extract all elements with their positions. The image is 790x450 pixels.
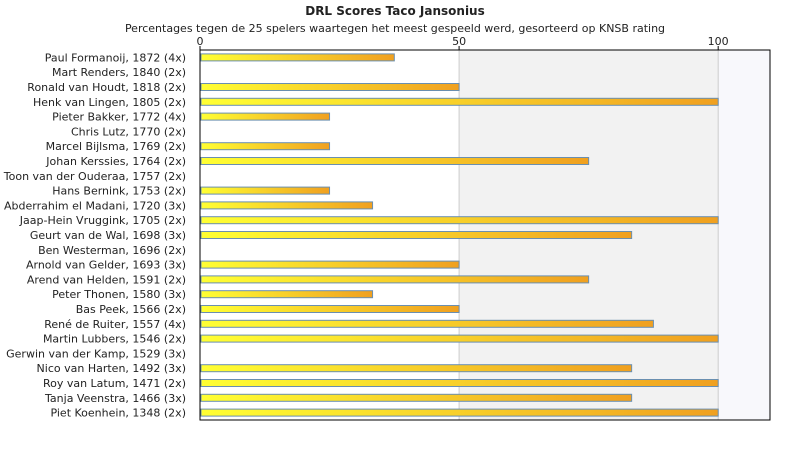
category-label-19: René de Ruiter, 1557 (4x) <box>44 318 186 331</box>
category-label-13: Geurt van de Wal, 1698 (3x) <box>30 229 186 242</box>
category-label-2: Mart Renders, 1840 (2x) <box>52 66 186 79</box>
bar-1 <box>200 53 395 62</box>
plot-band-100-max <box>718 50 770 420</box>
x-tick-label-100: 100 <box>708 35 729 48</box>
bar-13 <box>200 231 633 239</box>
bar-3 <box>200 83 460 91</box>
category-label-21: Gerwin van der Kamp, 1529 (3x) <box>6 347 186 360</box>
category-label-8: Johan Kerssies, 1764 (2x) <box>45 155 186 168</box>
bar-12 <box>200 216 719 225</box>
category-label-24: Tanja Veenstra, 1466 (3x) <box>44 392 186 405</box>
bar-11 <box>200 201 374 210</box>
bar-18 <box>200 305 460 313</box>
category-label-10: Hans Bernink, 1753 (2x) <box>52 185 186 198</box>
category-label-22: Nico van Harten, 1492 (3x) <box>37 362 186 375</box>
chart-title: DRL Scores Taco Jansonius <box>305 4 485 18</box>
bar-8 <box>200 157 590 165</box>
bar-16 <box>200 275 590 284</box>
category-label-5: Pieter Bakker, 1772 (4x) <box>52 111 186 124</box>
category-label-12: Jaap-Hein Vruggink, 1705 (2x) <box>19 214 186 227</box>
category-label-16: Arend van Helden, 1591 (2x) <box>27 273 186 286</box>
bar-17 <box>200 290 374 299</box>
category-label-4: Henk van Lingen, 1805 (2x) <box>33 96 186 109</box>
category-label-15: Arnold van Gelder, 1693 (3x) <box>26 259 186 272</box>
bar-5 <box>200 112 331 121</box>
category-label-25: Piet Koenhein, 1348 (2x) <box>50 407 186 420</box>
bar-20 <box>200 334 719 343</box>
bar-19 <box>200 319 654 328</box>
chart-subtitle: Percentages tegen de 25 spelers waartege… <box>124 22 666 35</box>
x-tick-label-50: 50 <box>452 35 466 48</box>
bar-4 <box>200 97 719 106</box>
bar-24 <box>200 393 633 402</box>
bar-15 <box>200 260 460 269</box>
category-label-6: Chris Lutz, 1770 (2x) <box>71 125 186 138</box>
category-label-18: Bas Peek, 1566 (2x) <box>76 303 186 316</box>
category-label-23: Roy van Latum, 1471 (2x) <box>43 377 186 390</box>
bar-23 <box>200 379 719 387</box>
category-label-11: Abderrahim el Madani, 1720 (3x) <box>4 199 186 212</box>
category-label-17: Peter Thonen, 1580 (3x) <box>52 288 186 301</box>
bar-22 <box>200 364 633 373</box>
bar-10 <box>200 186 331 195</box>
bar-25 <box>200 408 719 417</box>
category-label-9: Toon van der Ouderaa, 1757 (2x) <box>3 170 186 183</box>
category-label-20: Martin Lubbers, 1546 (2x) <box>43 333 186 346</box>
category-label-7: Marcel Bijlsma, 1769 (2x) <box>46 140 186 153</box>
bar-7 <box>200 142 331 151</box>
plot-frame <box>199 49 771 421</box>
category-label-14: Ben Westerman, 1696 (2x) <box>38 244 186 257</box>
category-label-3: Ronald van Houdt, 1818 (2x) <box>27 81 186 94</box>
category-label-1: Paul Formanoij, 1872 (4x) <box>45 51 186 64</box>
x-tick-label-0: 0 <box>197 35 204 48</box>
